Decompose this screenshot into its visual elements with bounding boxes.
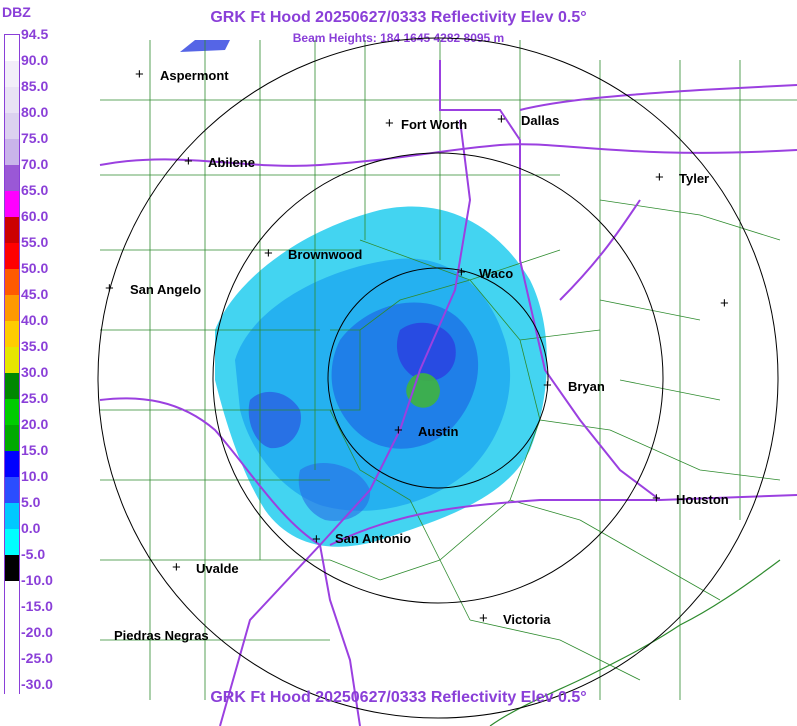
- legend-label: 5.0: [21, 494, 41, 510]
- city-marker-icon: +: [264, 245, 273, 262]
- city-label-aspermont: Aspermont: [160, 68, 229, 83]
- city-marker-icon: +: [652, 490, 661, 507]
- legend-label: 70.0: [21, 156, 49, 172]
- legend-label: 30.0: [21, 364, 49, 380]
- legend-swatch: [5, 503, 19, 529]
- legend-swatch: [5, 451, 19, 477]
- beam-heights: Beam Heights: 184 1645 4282 8095 m: [292, 31, 505, 45]
- legend-label: 20.0: [21, 416, 49, 432]
- legend-label: -20.0: [21, 624, 53, 640]
- legend-label: 45.0: [21, 286, 49, 302]
- city-marker-icon: +: [105, 280, 114, 297]
- legend-label: 25.0: [21, 390, 49, 406]
- city-label-waco: Waco: [479, 266, 514, 281]
- legend-swatch: [5, 659, 19, 685]
- legend-label: 40.0: [21, 312, 49, 328]
- legend-swatch: [5, 425, 19, 451]
- legend-label: 65.0: [21, 182, 49, 198]
- legend-swatch: [5, 87, 19, 113]
- city-marker-icon: +: [135, 66, 144, 83]
- city-label-san-antonio: San Antonio: [335, 531, 412, 546]
- legend-label: 90.0: [21, 52, 49, 68]
- legend-swatch: [5, 607, 19, 633]
- legend-label: 15.0: [21, 442, 49, 458]
- legend-swatch: [5, 217, 19, 243]
- city-marker-icon: +: [457, 264, 466, 281]
- legend-swatch: [5, 269, 19, 295]
- legend-swatch: [5, 295, 19, 321]
- legend-swatch: [5, 399, 19, 425]
- city-marker-icon: +: [312, 531, 321, 548]
- legend-swatch: [5, 477, 19, 503]
- footer-title: GRK Ft Hood 20250627/0333 Reflectivity E…: [210, 689, 587, 706]
- legend-swatch: [5, 529, 19, 555]
- legend-label: -15.0: [21, 598, 53, 614]
- legend-swatch: [5, 581, 19, 607]
- city-label-austin: Austin: [418, 424, 459, 439]
- legend-label: 85.0: [21, 78, 49, 94]
- city-marker-icon: +: [394, 422, 403, 439]
- city-label-victoria: Victoria: [503, 612, 551, 627]
- city-label-abilene: Abilene: [208, 155, 255, 170]
- legend-swatch: [5, 113, 19, 139]
- legend-swatch: [5, 243, 19, 269]
- legend-swatch: [5, 139, 19, 165]
- color-legend: DBZ 94.5 90.0 85.0 80.0 75.0 70.0 65.0 60.0 55.0…: [0, 0, 64, 726]
- city-marker-icon: +: [543, 377, 552, 394]
- legend-swatch: [5, 685, 19, 711]
- legend-swatch: [5, 165, 19, 191]
- legend-label: 0.0: [21, 520, 41, 536]
- city-marker-icon: +: [172, 559, 181, 576]
- legend-label: 75.0: [21, 130, 49, 146]
- legend-swatch: [5, 321, 19, 347]
- legend-swatch: [5, 347, 19, 373]
- city-label-uvalde: Uvalde: [196, 561, 239, 576]
- legend-label: 10.0: [21, 468, 49, 484]
- legend-label: 60.0: [21, 208, 49, 224]
- legend-label: 94.5: [21, 26, 49, 42]
- city-label-bryan: Bryan: [568, 379, 605, 394]
- legend-color-bar: [4, 34, 20, 711]
- legend-label: -5.0: [21, 546, 46, 562]
- legend-unit: DBZ: [2, 4, 31, 20]
- legend-swatch: [5, 61, 19, 87]
- city-marker-icon: +: [497, 111, 506, 128]
- city-label-piedras-negras: Piedras Negras: [114, 628, 209, 643]
- legend-swatch: [5, 35, 19, 61]
- city-marker-icon: +: [655, 169, 664, 186]
- city-label-brownwood: Brownwood: [288, 247, 363, 262]
- city-label-dallas: Dallas: [521, 113, 560, 128]
- legend-label: 80.0: [21, 104, 49, 120]
- map-title: GRK Ft Hood 20250627/0333 Reflectivity E…: [210, 9, 587, 26]
- city-marker-icon: +: [184, 153, 193, 170]
- city-marker-icon: +: [720, 295, 729, 312]
- legend-label: 35.0: [21, 338, 49, 354]
- legend-label: -10.0: [21, 572, 53, 588]
- city-label-fort-worth: Fort Worth: [401, 117, 468, 132]
- city-marker-icon: +: [479, 610, 488, 627]
- range-rings: [97, 37, 779, 719]
- legend-swatch: [5, 373, 19, 399]
- legend-label: 50.0: [21, 260, 49, 276]
- city-label-san-angelo: San Angelo: [130, 282, 202, 297]
- city-marker-icon: +: [385, 115, 394, 132]
- coastline: [489, 559, 781, 726]
- city-label-houston: Houston: [676, 492, 729, 507]
- legend-label: -25.0: [21, 650, 53, 666]
- legend-label: 55.0: [21, 234, 49, 250]
- legend-swatch: [5, 633, 19, 659]
- legend-label: -30.0: [21, 676, 53, 692]
- reflectivity-echoes: [180, 40, 547, 547]
- city-label-tyler: Tyler: [679, 171, 710, 186]
- legend-swatch: [5, 555, 19, 581]
- legend-swatch: [5, 191, 19, 217]
